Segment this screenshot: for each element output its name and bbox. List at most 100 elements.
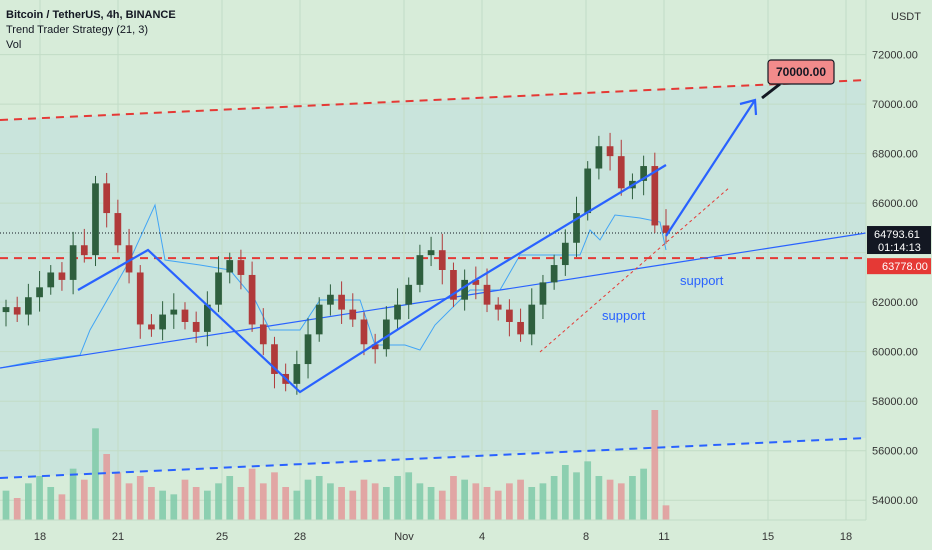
candle-body[interactable] [36,287,43,298]
candle-body[interactable] [405,284,413,305]
candle-body[interactable] [13,307,21,315]
candle-body[interactable] [304,334,312,365]
candle-body[interactable] [327,294,334,305]
candle-body[interactable] [338,294,345,310]
candle-body[interactable] [561,242,569,266]
volume-bar [47,487,55,520]
rising-trendline[interactable] [0,232,867,369]
volume-bar [125,483,133,520]
candle-body[interactable] [25,297,32,315]
level-price-value: 63778.00 [882,261,928,273]
price-tick-label: 54000.00 [872,495,918,507]
strategy-label[interactable]: Trend Trader Strategy (21, 3) [6,24,149,36]
support-note-right[interactable]: support [680,273,724,288]
target-pointer [761,82,781,100]
volume-bar [573,472,580,520]
volume-bar [204,490,211,520]
candle-body[interactable] [237,260,245,275]
candle-body[interactable] [483,284,491,305]
candle-body[interactable] [506,309,513,322]
price-tick-label: 62000.00 [872,297,918,309]
volume-bar [629,476,636,520]
projection-arrow[interactable] [665,99,756,237]
candle-body[interactable] [662,225,670,233]
candle-body[interactable] [181,309,189,322]
target-price-label[interactable]: 70000.00 [776,65,826,79]
current-price-tag[interactable] [867,226,931,255]
candle-body[interactable] [528,304,536,335]
symbol-title[interactable]: Bitcoin / TetherUS, 4h, BINANCE [6,9,176,21]
candle-body[interactable] [517,321,524,335]
candle-body[interactable] [416,255,424,285]
volume-bar [517,479,524,520]
candle-body[interactable] [606,146,614,157]
lower-channel-line[interactable] [0,437,867,479]
candle-body[interactable] [125,245,133,273]
volume-bar [170,494,178,520]
candle-body[interactable] [360,319,368,345]
volume-bar [617,483,625,520]
candle-body[interactable] [349,309,357,320]
volume-bar [450,476,457,520]
time-tick-label: 8 [583,531,589,543]
candle-body[interactable] [215,272,222,305]
candle-body[interactable] [2,307,10,313]
candle-body[interactable] [58,272,66,280]
volume-bar [606,479,614,520]
candle-body[interactable] [617,156,625,189]
channel-fill [0,80,866,478]
candle-body[interactable] [573,213,580,243]
zigzag-path[interactable] [77,164,667,394]
volume-bar [226,476,234,520]
candle-body[interactable] [640,166,647,181]
volume-bar [640,468,647,520]
candle-body[interactable] [136,272,144,325]
candle-body[interactable] [192,321,200,332]
volume-bar [662,505,670,520]
candle-body[interactable] [550,265,558,283]
volume-bar [382,487,390,520]
candle-body[interactable] [472,279,480,285]
candle-body[interactable] [461,279,468,300]
candle-body[interactable] [80,245,88,256]
candle-body[interactable] [114,213,122,246]
candle-body[interactable] [148,324,155,330]
candle-body[interactable] [159,314,166,330]
volume-label[interactable]: Vol [6,39,22,51]
price-axis-background [866,0,932,550]
volume-bar [92,428,99,520]
candle-body[interactable] [293,364,301,384]
volume-bar [304,479,312,520]
candle-body[interactable] [271,344,278,374]
candle-body[interactable] [371,344,379,350]
candle-body[interactable] [450,270,457,300]
candle-body[interactable] [584,168,592,214]
candle-body[interactable] [438,250,446,270]
candle-body[interactable] [427,250,435,256]
volume-bar [181,479,189,520]
candle-body[interactable] [394,304,401,320]
support-note-left[interactable]: support [602,308,646,323]
candle-body[interactable] [103,183,111,214]
volume-bar [293,490,301,520]
candle-body[interactable] [92,183,99,256]
upper-channel-line[interactable] [0,79,867,121]
candle-body[interactable] [539,282,547,305]
candle-body[interactable] [248,274,256,325]
candle-body[interactable] [315,304,323,335]
target-box[interactable] [767,59,835,85]
candle-body[interactable] [69,245,77,280]
candle-body[interactable] [47,272,55,288]
price-tick-label: 72000.00 [872,50,918,62]
volume-bar [282,487,290,520]
candle-body[interactable] [651,166,659,226]
candle-body[interactable] [259,324,267,345]
candle-body[interactable] [595,146,603,169]
candle-body[interactable] [170,309,178,315]
candle-body[interactable] [226,260,234,273]
candle-body[interactable] [382,319,390,350]
candle-body[interactable] [494,304,502,310]
candle-body[interactable] [204,304,211,332]
level-price-tag[interactable] [867,258,931,275]
